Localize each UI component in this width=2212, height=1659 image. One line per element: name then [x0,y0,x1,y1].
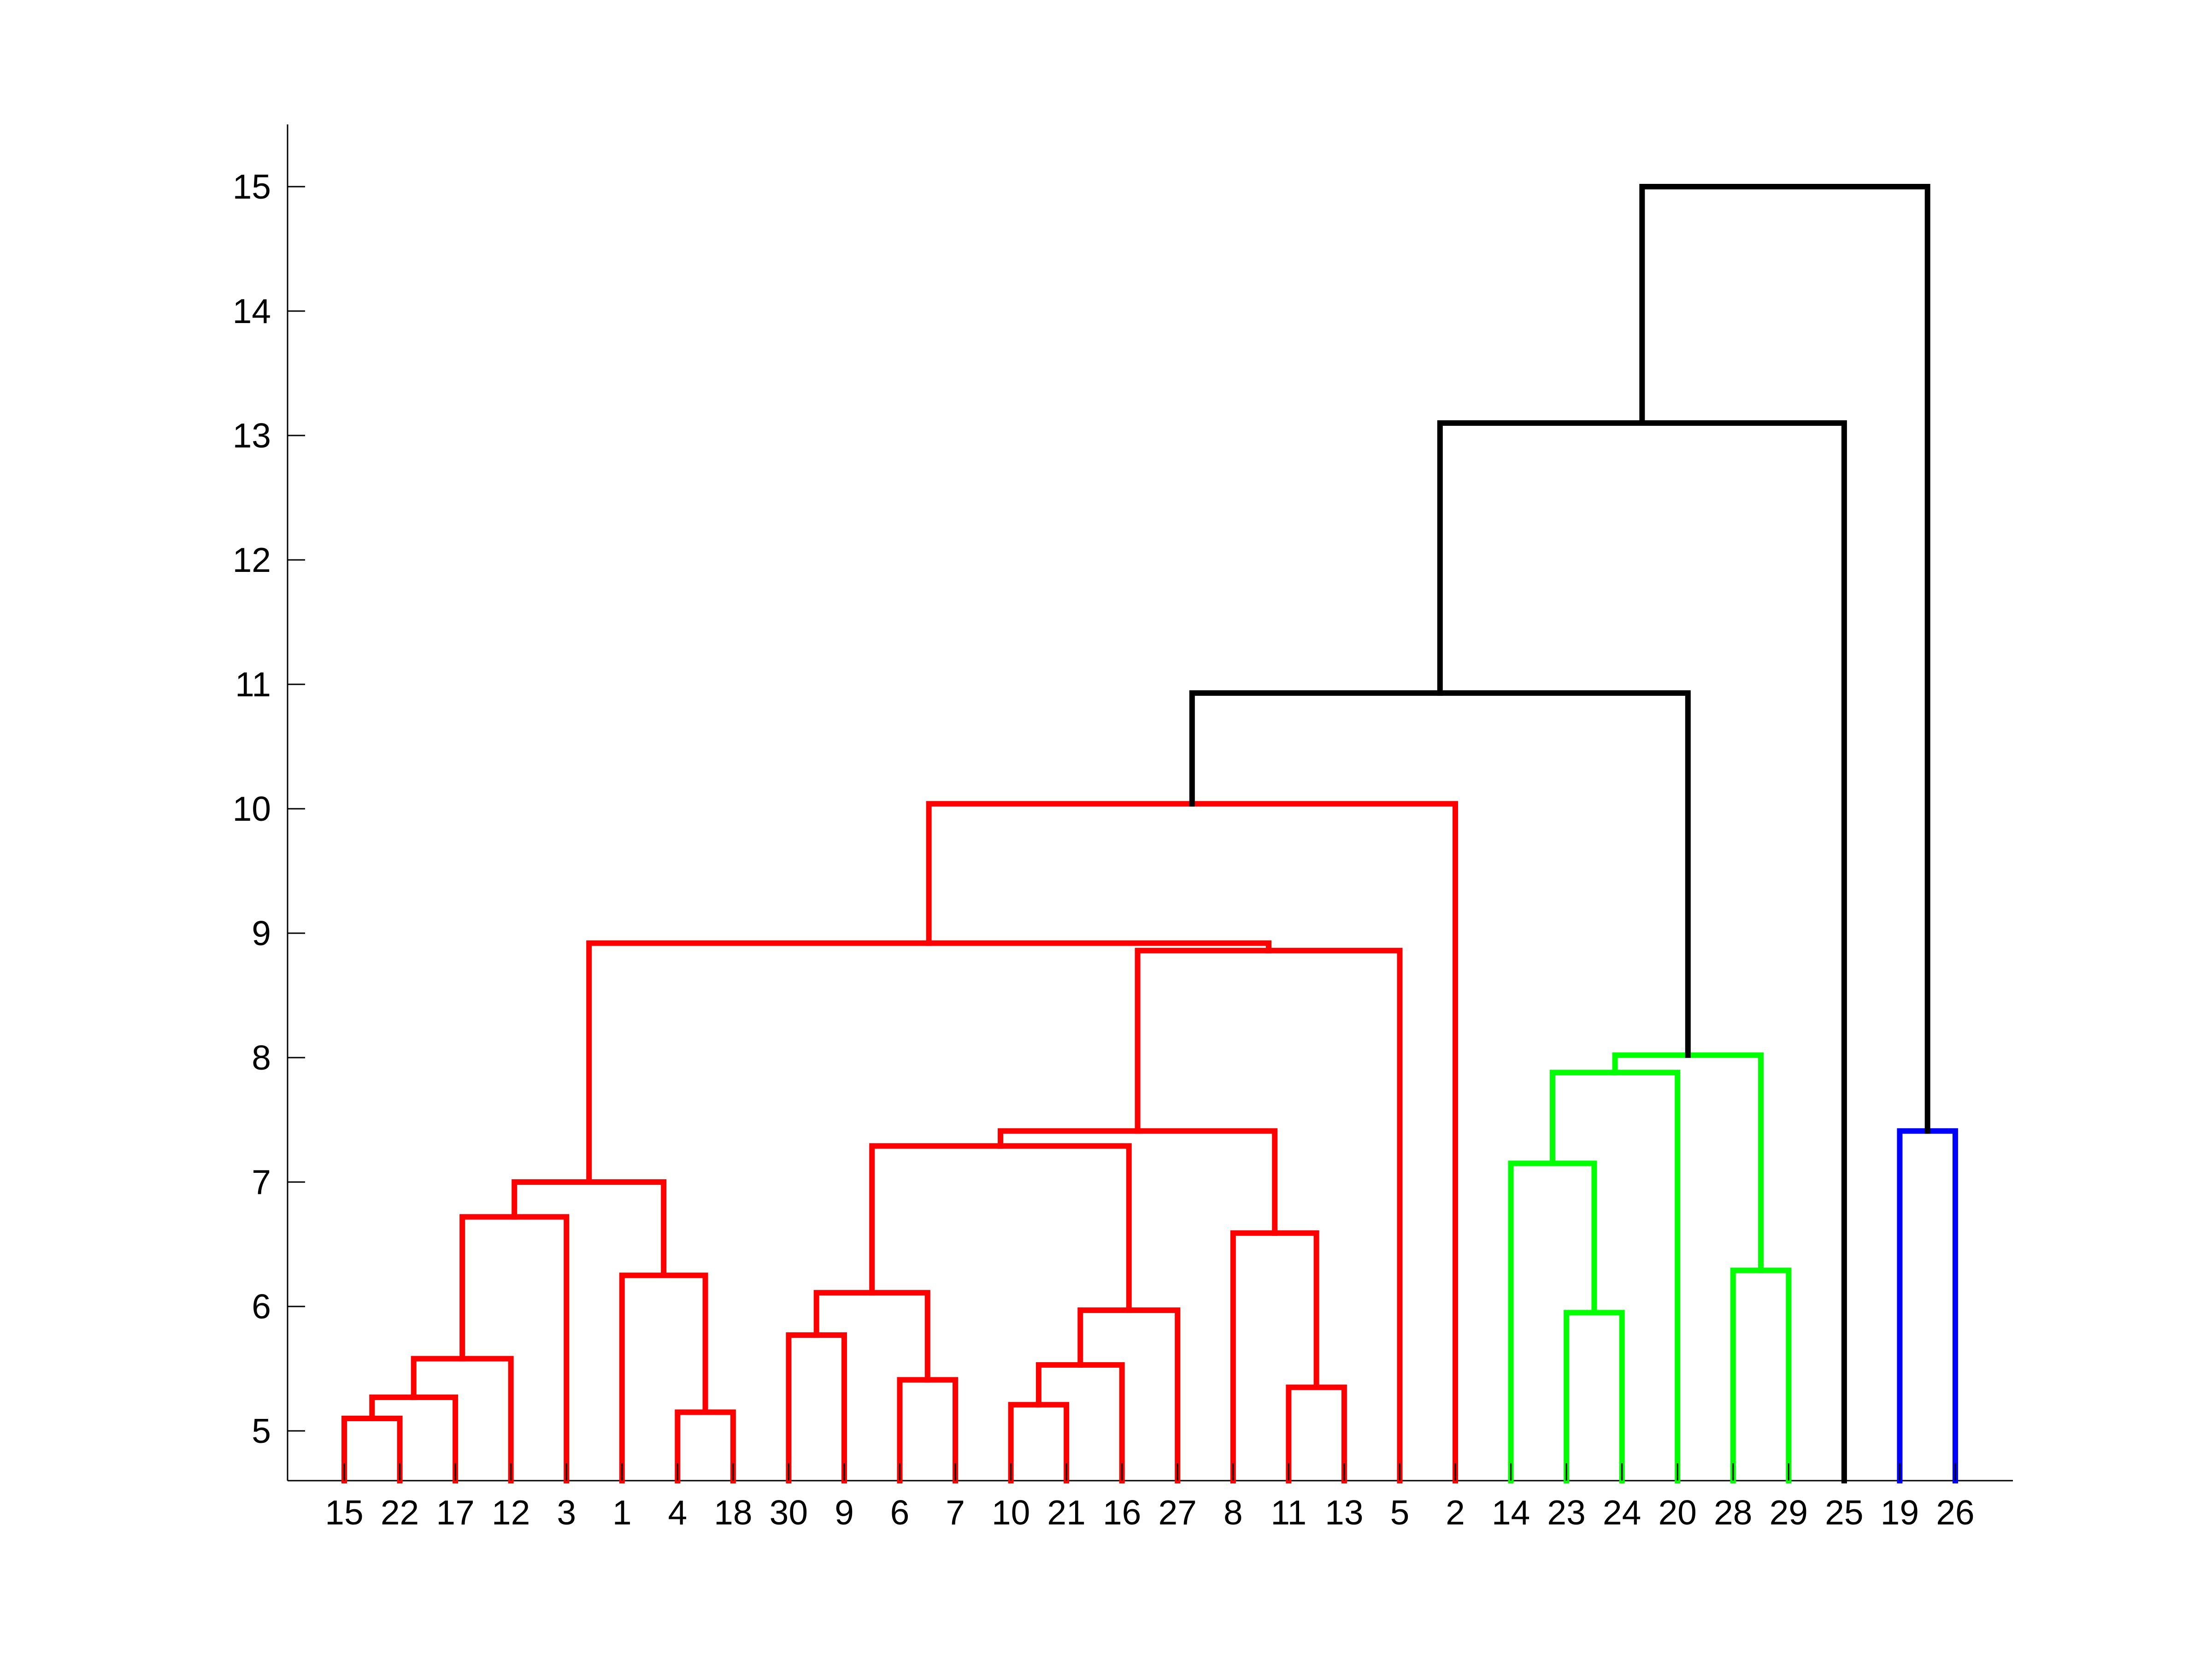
leaf-label: 8 [1224,1493,1243,1532]
leaf-label: 21 [1047,1493,1085,1532]
leaf-label: 22 [381,1493,419,1532]
dendrogram-link [512,1179,667,1278]
leaf-label: 16 [1103,1493,1141,1532]
leaf-label: 26 [1936,1493,1974,1532]
dendrogram-link [897,1377,959,1483]
dendrogram-link [1612,1052,1764,1273]
dendrogram-link [1189,690,1691,1058]
leaf-labels: 15 22 17 12 3 1 4 18 30 9 6 7 10 21 16 27 8 11 13 5 2 14 23 24 2… [325,1463,1975,1532]
dendrogram-link [926,801,1458,1483]
leaf-label: 27 [1159,1493,1197,1532]
leaf-label: 28 [1714,1493,1752,1532]
dendrogram-link [619,1272,708,1483]
dendrogram-link [1897,1128,1958,1483]
leaf-label: 3 [557,1493,576,1532]
leaf-label: 4 [668,1493,687,1532]
leaf-label: 14 [1492,1493,1530,1532]
leaf-label: 17 [436,1493,474,1532]
y-tick-label: 12 [233,541,271,579]
leaf-label: 2 [1446,1493,1465,1532]
y-tick-label: 10 [233,789,271,828]
dendrogram-link [1508,1160,1597,1483]
links [341,184,1958,1483]
y-tick-label: 9 [252,914,271,953]
leaf-label: 24 [1603,1493,1641,1532]
leaf-label: 30 [770,1493,808,1532]
dendrogram-link [1437,420,1847,1483]
axes [287,124,2013,1482]
leaf-label: 5 [1390,1493,1410,1532]
leaf-label: 7 [946,1493,965,1532]
dendrogram-link [341,1416,403,1483]
leaf-label: 11 [1271,1493,1306,1532]
leaf-label: 19 [1881,1493,1919,1532]
leaf-label: 25 [1825,1493,1863,1532]
dendrogram-link [869,1143,1132,1313]
dendrogram-link [1730,1267,1792,1483]
leaf-label: 12 [492,1493,530,1532]
dendrogram-link [1230,1230,1319,1483]
leaf-label: 20 [1658,1493,1696,1532]
y-tick-label: 8 [252,1038,271,1077]
leaf-label: 6 [890,1493,910,1532]
y-tick-label: 13 [233,416,271,455]
y-tick-label: 5 [252,1412,271,1450]
leaf-label: 9 [835,1493,854,1532]
dendrogram-link [1549,1070,1681,1483]
dendrogram-link [1564,1310,1625,1483]
y-tick-label: 15 [233,167,271,206]
y-tick-label: 6 [252,1287,271,1326]
dendrogram-link [369,1394,459,1483]
y-tick-label: 14 [233,292,271,330]
leaf-label: 15 [325,1493,363,1532]
dendrogram-link [1639,184,1930,1134]
dendrogram-link [411,1356,514,1483]
leaf-label: 23 [1547,1493,1585,1532]
dendrogram-link [1077,1307,1181,1483]
leaf-label: 29 [1770,1493,1808,1532]
y-tick-label: 7 [252,1163,271,1201]
dendrogram-link [1008,1402,1070,1483]
leaf-label: 18 [714,1493,752,1532]
dendrogram-link [786,1332,847,1483]
dendrogram-link [1035,1362,1125,1483]
y-tick-label: 11 [235,665,271,704]
leaf-label: 1 [612,1493,632,1532]
dendrogram-link [675,1409,736,1483]
ticks: 5 6 7 8 9 10 11 12 13 14 15 [233,167,305,1450]
leaf-label: 13 [1325,1493,1363,1532]
leaf-label: 10 [992,1493,1030,1532]
dendrogram-link [459,1214,570,1483]
dendrogram-link [1286,1384,1347,1483]
